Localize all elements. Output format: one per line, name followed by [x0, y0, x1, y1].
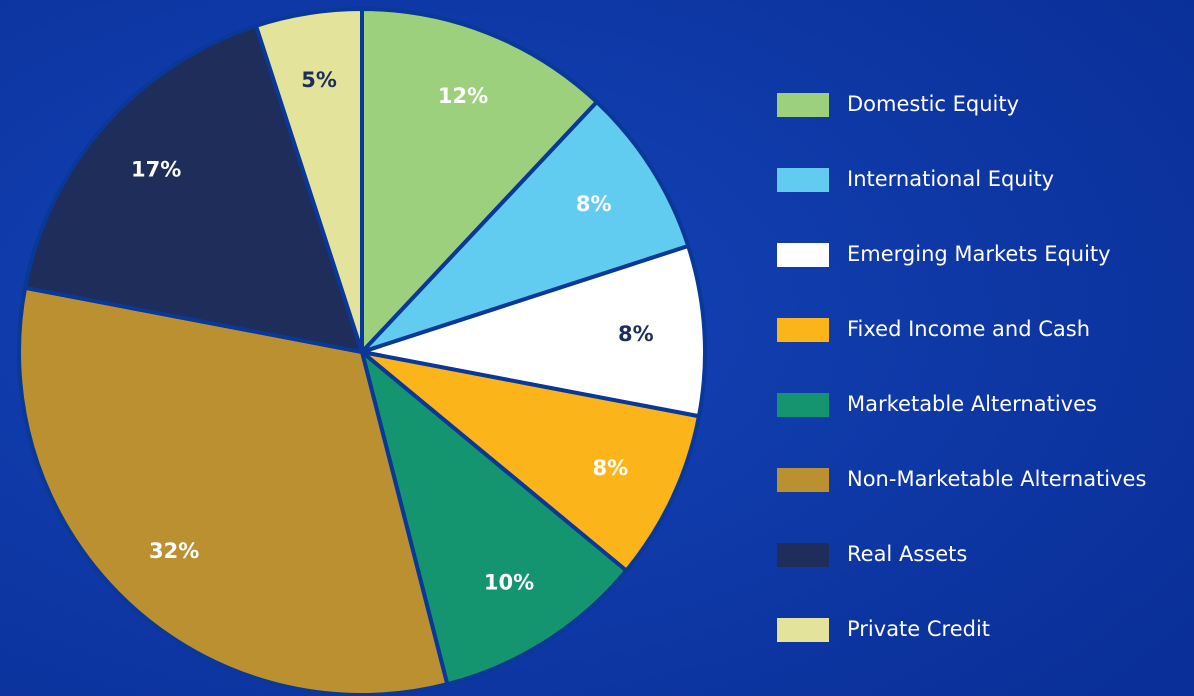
legend-swatch [777, 393, 829, 417]
pie-slice [360, 350, 629, 687]
data-label: 8% [576, 192, 612, 216]
legend-label: Private Credit [847, 617, 990, 641]
legend-swatch [777, 168, 829, 192]
legend-label: Real Assets [847, 542, 967, 566]
data-label: 10% [484, 571, 534, 595]
legend-swatch [777, 93, 829, 117]
legend-swatch [777, 318, 829, 342]
legend-label: Emerging Markets Equity [847, 242, 1111, 266]
data-label: 17% [131, 158, 181, 182]
legend-label: Fixed Income and Cash [847, 317, 1090, 341]
data-label: 32% [149, 539, 199, 563]
pie-slice [360, 99, 691, 354]
pie-slice [23, 23, 364, 354]
legend-swatch [777, 543, 829, 567]
data-label: 8% [618, 322, 654, 346]
legend-label: Non-Marketable Alternatives [847, 467, 1146, 491]
pie-slice [254, 7, 364, 354]
data-label: 12% [438, 84, 488, 108]
pie-slice [360, 350, 701, 573]
pie-slice [360, 244, 707, 419]
legend-swatch [777, 618, 829, 642]
pie-slice [17, 285, 450, 696]
legend-label: Domestic Equity [847, 92, 1019, 116]
data-label: 8% [592, 456, 628, 480]
pie: 12% 8% 8% 8% 10% 32% 17% 5% [17, 7, 707, 696]
legend-swatch [777, 468, 829, 492]
legend-label: International Equity [847, 167, 1054, 191]
legend-label: Marketable Alternatives [847, 392, 1097, 416]
data-label: 5% [301, 68, 337, 92]
pie-slice [360, 7, 599, 354]
legend-swatch [777, 243, 829, 267]
legend: Domestic Equity International Equity Emerg… [777, 92, 1146, 642]
